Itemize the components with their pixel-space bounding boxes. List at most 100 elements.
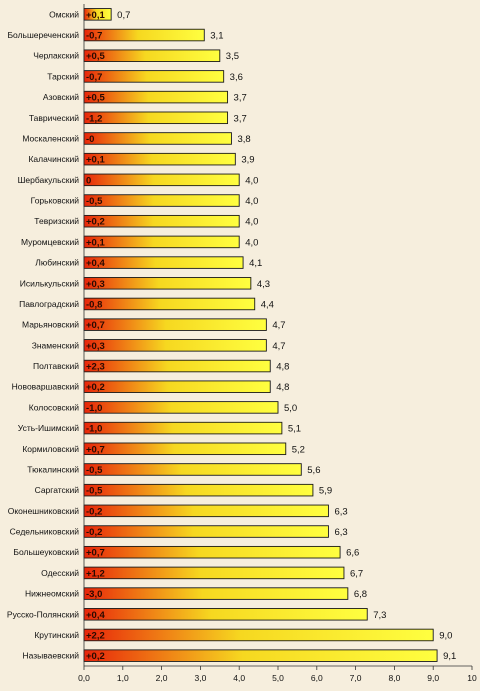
value-label: 3,7: [234, 113, 247, 124]
value-label: 3,9: [241, 155, 254, 166]
category-label: Русско-Полянский: [7, 609, 79, 619]
bar: [83, 442, 287, 456]
category-label: Муромцевский: [21, 237, 79, 247]
value-label: 7,3: [373, 610, 386, 621]
bar: [83, 628, 434, 642]
value-label: 4,0: [245, 196, 258, 207]
delta-label: +0,2: [86, 651, 105, 662]
bar: [83, 463, 302, 476]
value-label: 4,3: [257, 279, 270, 290]
category-label: Павлоградский: [19, 299, 79, 309]
delta-label: -1,2: [86, 113, 102, 124]
bar: [83, 525, 329, 538]
bar: [83, 401, 279, 414]
value-label: 4,7: [272, 341, 285, 352]
delta-label: -0,2: [86, 506, 102, 517]
delta-label: +0,1: [86, 10, 105, 21]
x-tick-label: 0,0: [78, 673, 90, 683]
delta-label: 0: [86, 175, 91, 186]
category-label: Большереченский: [7, 30, 79, 40]
value-label: 9,1: [443, 651, 456, 662]
delta-label: +2,2: [86, 630, 105, 641]
bar: [83, 214, 240, 228]
delta-label: -1,0: [86, 403, 102, 414]
category-label: Калачинский: [28, 154, 79, 164]
bar: [83, 90, 229, 104]
value-label: 0,7: [117, 10, 130, 21]
bar: [83, 545, 341, 559]
value-label: 6,8: [354, 589, 367, 600]
delta-label: -0,7: [86, 72, 102, 83]
x-tick-label: 7,0: [350, 673, 362, 683]
value-label: 5,2: [292, 444, 305, 455]
delta-label: +0,7: [86, 444, 105, 455]
delta-label: +2,3: [86, 362, 105, 373]
bar: [83, 152, 236, 166]
bar: [83, 587, 349, 600]
value-label: 5,6: [307, 465, 320, 476]
delta-label: +0,4: [86, 610, 105, 621]
category-label: Крутинский: [34, 630, 79, 640]
category-label: Колосовский: [29, 402, 79, 412]
value-label: 6,3: [334, 506, 347, 517]
bar: [83, 132, 232, 145]
bar: [83, 235, 240, 249]
bar: [83, 256, 244, 269]
delta-label: +0,2: [86, 382, 105, 393]
bar: [83, 359, 271, 373]
category-label: Оконешниковский: [8, 506, 80, 516]
bar: [83, 318, 267, 331]
delta-label: -0: [86, 134, 94, 145]
x-tick-label: 1,0: [117, 673, 129, 683]
x-tick-label: 3,0: [194, 673, 206, 683]
value-label: 4,0: [245, 237, 258, 248]
category-label: Знаменский: [32, 340, 80, 350]
category-label: Тюкалинский: [27, 464, 79, 474]
delta-label: +0,2: [86, 217, 105, 228]
value-label: 5,1: [288, 424, 301, 435]
value-label: 6,7: [350, 568, 363, 579]
value-label: 4,0: [245, 217, 258, 228]
delta-label: +0,7: [86, 548, 105, 559]
delta-label: -1,0: [86, 424, 102, 435]
delta-label: +0,1: [86, 155, 105, 166]
delta-label: -0,5: [86, 465, 103, 476]
x-tick-label: 10: [467, 673, 477, 683]
category-label: Омский: [49, 9, 79, 19]
category-label: Тевризский: [34, 216, 79, 226]
category-label: Черлакский: [33, 51, 79, 61]
delta-label: +0,3: [86, 341, 105, 352]
bar: [83, 608, 368, 621]
value-label: 4,7: [272, 320, 285, 331]
bar: [83, 173, 240, 187]
category-label: Седельниковский: [10, 527, 80, 537]
delta-label: +0,1: [86, 237, 105, 248]
delta-label: -0,2: [86, 527, 102, 538]
value-label: 3,1: [210, 31, 223, 42]
delta-label: +0,5: [86, 93, 105, 104]
category-label: Большеуковский: [13, 547, 79, 557]
value-label: 3,7: [234, 93, 247, 104]
value-label: 4,8: [276, 362, 289, 373]
delta-label: +0,4: [86, 258, 105, 269]
x-tick-label: 8,0: [388, 673, 400, 683]
delta-label: -3,0: [86, 589, 102, 600]
category-label: Нововаршавский: [12, 382, 80, 392]
category-label: Тарский: [47, 71, 79, 81]
bar: [83, 194, 240, 207]
category-label: Кормиловский: [22, 444, 79, 454]
category-label: Таврический: [29, 113, 79, 123]
bar: [83, 566, 345, 580]
bar: [83, 111, 229, 125]
value-label: 6,6: [346, 548, 359, 559]
x-tick-label: 4,0: [233, 673, 245, 683]
value-label: 3,6: [230, 72, 243, 83]
category-label: Шербакульский: [18, 175, 80, 185]
x-tick-label: 6,0: [311, 673, 323, 683]
category-label: Марьяновский: [22, 320, 79, 330]
bar: [83, 504, 329, 518]
category-label: Москаленский: [22, 133, 79, 143]
value-label: 5,9: [319, 486, 332, 497]
bar: [83, 70, 225, 83]
